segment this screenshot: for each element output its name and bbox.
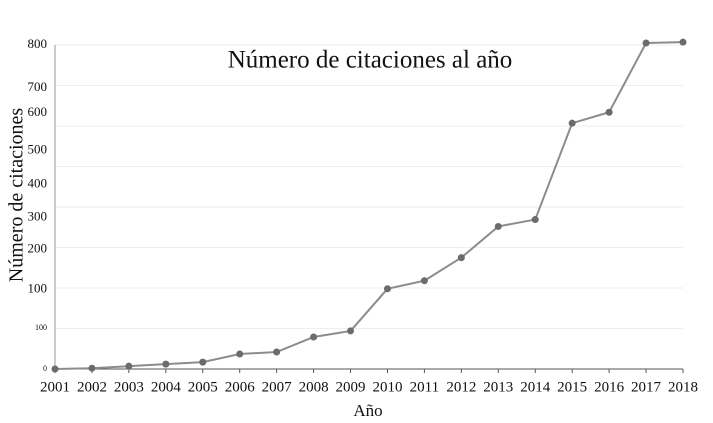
x-tick-label: 2008 [299,379,329,395]
y-tick-label: 0 [43,364,47,373]
x-tick-label: 2002 [77,379,107,395]
series-line [54,41,684,370]
data-point [162,360,170,368]
data-point [236,350,244,358]
y-tick-label: 700 [28,79,48,94]
data-point [605,108,613,116]
data-point [679,38,687,46]
data-point [125,362,133,370]
y-tick-label: 800 [28,36,48,51]
data-point [494,222,502,230]
y-tick-label: 300 [28,209,48,224]
x-tick-label: 2005 [188,379,218,395]
y-tick-label: 400 [28,176,48,191]
data-point [51,365,59,373]
x-tick-label: 2012 [446,379,476,395]
data-point [347,327,355,335]
data-point [273,348,281,356]
data-point [642,39,650,47]
x-tick-label: 2006 [225,379,256,395]
x-tick-label: 2017 [631,379,662,395]
data-point [457,254,465,262]
x-tick-label: 2015 [557,379,587,395]
x-tick-label: 2016 [594,379,625,395]
data-point [88,364,96,372]
data-point [420,277,428,285]
x-tick-label: 2013 [483,379,513,395]
y-tick-label: 100 [35,323,47,332]
data-point [310,333,318,341]
x-tick-label: 2003 [114,379,144,395]
data-point [568,119,576,127]
x-tick-label: 2007 [262,379,293,395]
y-tick-label: 500 [28,141,48,156]
y-tick-label: 600 [28,104,48,119]
y-axis-label: Número de citaciones [6,108,28,283]
chart-title: Número de citaciones al año [228,47,513,74]
x-tick-label: 2018 [668,379,698,395]
data-point [531,216,539,224]
data-point [383,285,391,293]
x-tick-label: 2009 [336,379,366,395]
x-tick-label: 2014 [520,379,551,395]
data-point [199,358,207,366]
x-tick-label: 2004 [151,379,182,395]
x-tick-label: 2010 [372,379,402,395]
x-axis-label: Año [353,401,382,420]
y-tick-label: 200 [28,241,48,256]
x-tick-label: 2011 [410,379,439,395]
y-tick-label: 100 [28,281,48,296]
x-tick-label: 2001 [40,379,70,395]
